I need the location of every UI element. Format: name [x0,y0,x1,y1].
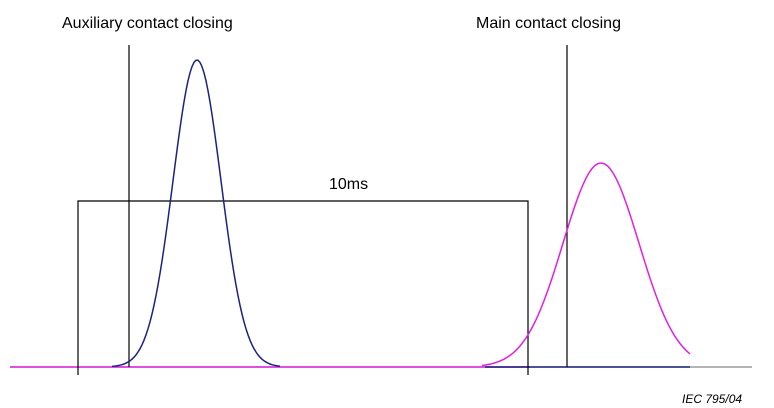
aux-label: Auxiliary contact closing [62,15,233,32]
aux-pulse [111,59,281,368]
main-label: Main contact closing [476,15,621,32]
figure-id: IEC 795/04 [682,392,742,406]
main-pulse [481,162,691,367]
interval-bracket [77,200,529,375]
interval-label: 10ms [329,176,368,193]
